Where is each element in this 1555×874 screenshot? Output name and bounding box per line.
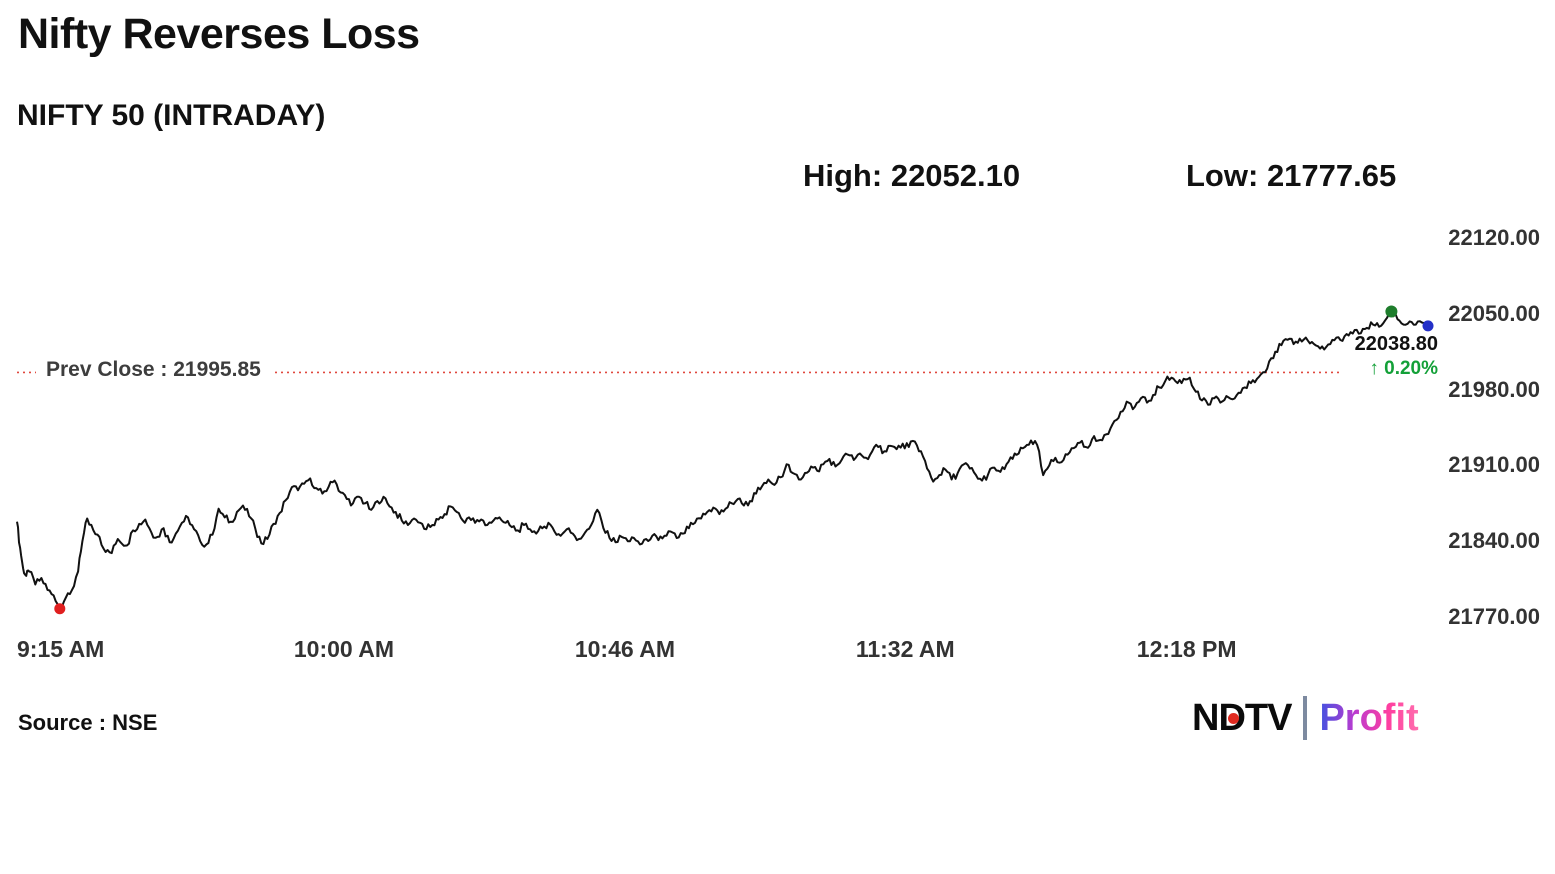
- page-title: Nifty Reverses Loss: [18, 10, 420, 58]
- chart-subtitle: NIFTY 50 (INTRADAY): [17, 99, 326, 132]
- y-axis-tick-label: 21910.00: [1448, 452, 1540, 478]
- low-marker: [54, 603, 66, 615]
- x-axis-tick-label: 10:46 AM: [574, 636, 675, 662]
- low-stat: Low: 21777.65: [1186, 158, 1396, 194]
- high-marker: [1385, 305, 1398, 318]
- x-axis-tick-label: 9:15 AM: [17, 636, 105, 662]
- x-axis-tick-label: 10:00 AM: [293, 636, 394, 662]
- low-value: 21777.65: [1266, 158, 1397, 193]
- ndtv-wordmark: NDTV: [1192, 696, 1292, 739]
- ndtv-red-dot-icon: [1228, 712, 1239, 724]
- x-axis-tick-label: 11:32 AM: [855, 636, 955, 662]
- low-label: Low:: [1186, 158, 1259, 193]
- last-price: 22038.80: [1354, 333, 1438, 355]
- up-arrow-icon: ↑: [1369, 358, 1379, 379]
- logo-separator: [1303, 696, 1308, 740]
- ndtv-profit-logo: NDTV Profit: [1192, 696, 1419, 740]
- last-price-annotation: 22038.80 ↑ 0.20%: [1326, 333, 1438, 380]
- y-axis-tick-label: 21840.00: [1448, 528, 1540, 554]
- high-stat: High: 22052.10: [803, 158, 1020, 194]
- last-change: ↑ 0.20%: [1326, 358, 1438, 380]
- ndtv-logo: NDTV: [1192, 696, 1292, 740]
- x-axis-tick-label: 12:18 PM: [1136, 636, 1237, 662]
- profit-wordmark: Profit: [1319, 696, 1419, 739]
- high-value: 22052.10: [890, 158, 1021, 193]
- high-label: High:: [803, 158, 883, 193]
- source-label: Source : NSE: [18, 710, 158, 735]
- change-percent: 0.20%: [1384, 358, 1438, 379]
- y-axis-tick-label: 21980.00: [1448, 376, 1540, 402]
- y-axis-tick-label: 22050.00: [1448, 300, 1540, 326]
- y-axis-tick-label: 21770.00: [1448, 604, 1540, 629]
- y-axis-tick-label: 22120.00: [1448, 225, 1540, 250]
- prev-close-label: Prev Close : 21995.85: [36, 358, 271, 382]
